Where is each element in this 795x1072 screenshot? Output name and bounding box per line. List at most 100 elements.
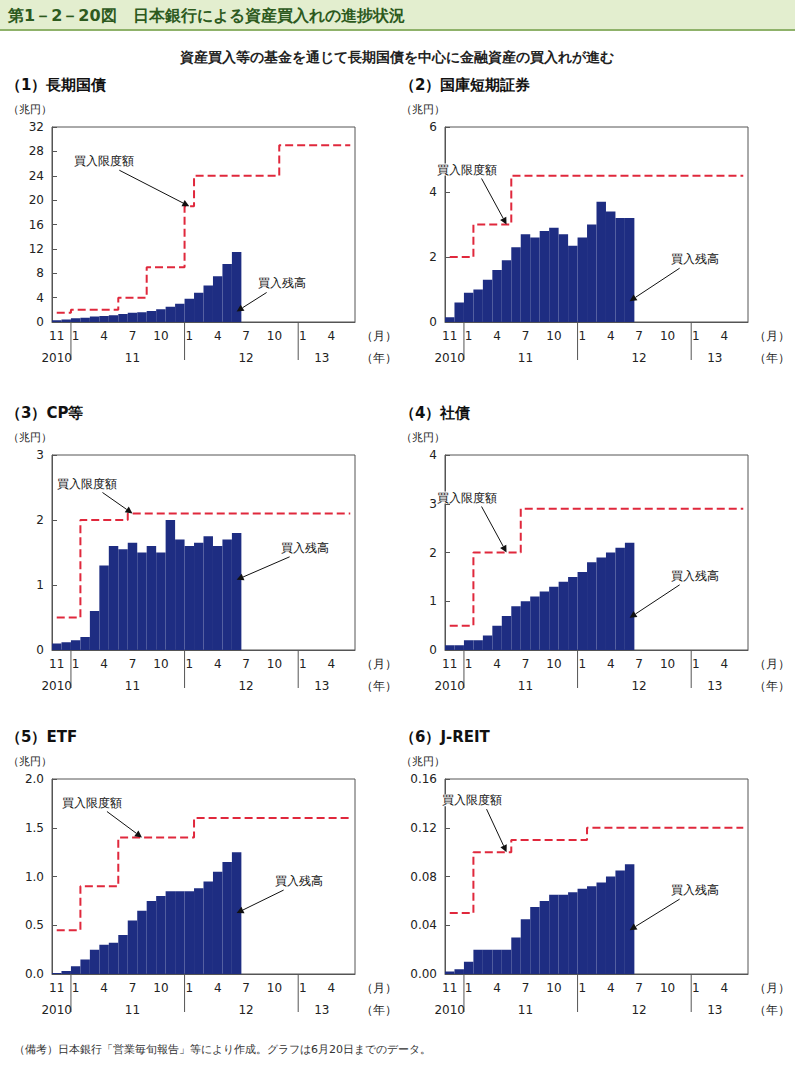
svg-text:11: 11 <box>442 981 457 995</box>
svg-text:0.0: 0.0 <box>25 967 44 981</box>
svg-text:1: 1 <box>578 329 586 343</box>
svg-text:12: 12 <box>238 679 253 693</box>
svg-text:（2）国庫短期証券: （2）国庫短期証券 <box>400 76 530 94</box>
svg-text:7: 7 <box>522 981 530 995</box>
svg-text:11: 11 <box>125 1003 140 1017</box>
svg-text:0.5: 0.5 <box>25 918 44 932</box>
svg-text:4: 4 <box>328 329 336 343</box>
svg-text:買入限度額: 買入限度額 <box>74 154 134 168</box>
svg-text:（兆円）: （兆円） <box>401 755 445 768</box>
svg-text:7: 7 <box>635 329 643 343</box>
svg-text:第1－2－20図 日本銀行による資産買入れの進捗状況: 第1－2－20図 日本銀行による資産買入れの進捗状況 <box>7 6 405 25</box>
svg-text:4: 4 <box>214 329 222 343</box>
svg-text:16: 16 <box>29 218 44 232</box>
svg-text:1: 1 <box>185 329 193 343</box>
svg-text:7: 7 <box>635 657 643 671</box>
svg-text:4: 4 <box>214 981 222 995</box>
svg-text:（月）: （月） <box>361 981 397 995</box>
svg-text:2010: 2010 <box>434 679 465 693</box>
svg-text:（年）: （年） <box>754 351 790 365</box>
svg-text:1: 1 <box>72 657 80 671</box>
svg-text:4: 4 <box>100 329 108 343</box>
svg-text:2: 2 <box>36 513 44 527</box>
svg-text:（5）ETF: （5）ETF <box>6 728 77 746</box>
svg-text:2010: 2010 <box>41 1003 72 1017</box>
svg-text:0: 0 <box>429 315 437 329</box>
svg-text:2: 2 <box>429 546 437 560</box>
svg-text:11: 11 <box>518 1003 533 1017</box>
svg-text:1: 1 <box>429 594 437 608</box>
svg-text:（年）: （年） <box>361 1003 397 1017</box>
svg-text:買入残高: 買入残高 <box>275 874 323 888</box>
svg-text:10: 10 <box>660 981 675 995</box>
svg-text:12: 12 <box>29 242 44 256</box>
svg-text:7: 7 <box>242 329 250 343</box>
svg-text:6: 6 <box>429 120 437 134</box>
svg-text:7: 7 <box>635 981 643 995</box>
svg-text:0: 0 <box>429 643 437 657</box>
svg-text:（兆円）: （兆円） <box>8 431 52 444</box>
svg-text:4: 4 <box>493 657 501 671</box>
svg-text:0.12: 0.12 <box>410 821 437 835</box>
svg-text:（兆円）: （兆円） <box>8 103 52 116</box>
svg-text:1: 1 <box>578 981 586 995</box>
svg-text:8: 8 <box>36 266 44 280</box>
svg-text:0.08: 0.08 <box>410 870 437 884</box>
svg-text:（月）: （月） <box>361 657 397 671</box>
svg-text:4: 4 <box>328 981 336 995</box>
svg-text:4: 4 <box>607 981 615 995</box>
svg-text:1: 1 <box>299 329 307 343</box>
svg-text:11: 11 <box>125 351 140 365</box>
svg-text:12: 12 <box>631 1003 646 1017</box>
svg-text:7: 7 <box>129 981 137 995</box>
svg-text:（年）: （年） <box>754 679 790 693</box>
svg-text:13: 13 <box>707 351 722 365</box>
svg-text:0: 0 <box>36 643 44 657</box>
svg-text:10: 10 <box>153 329 168 343</box>
svg-text:4: 4 <box>429 185 437 199</box>
svg-text:1: 1 <box>692 657 700 671</box>
svg-text:12: 12 <box>631 351 646 365</box>
svg-text:（兆円）: （兆円） <box>401 103 445 116</box>
svg-text:13: 13 <box>314 1003 329 1017</box>
svg-text:0.00: 0.00 <box>410 967 437 981</box>
svg-text:買入限度額: 買入限度額 <box>437 491 497 505</box>
svg-text:12: 12 <box>631 679 646 693</box>
svg-text:（兆円）: （兆円） <box>8 755 52 768</box>
svg-text:10: 10 <box>267 329 282 343</box>
svg-text:2010: 2010 <box>41 679 72 693</box>
svg-text:1: 1 <box>185 657 193 671</box>
svg-text:11: 11 <box>518 351 533 365</box>
svg-text:1.5: 1.5 <box>25 821 44 835</box>
svg-text:1.0: 1.0 <box>25 870 44 884</box>
svg-text:1: 1 <box>72 329 80 343</box>
svg-text:10: 10 <box>660 329 675 343</box>
svg-text:1: 1 <box>692 329 700 343</box>
svg-text:1: 1 <box>299 657 307 671</box>
svg-text:10: 10 <box>546 329 561 343</box>
svg-text:4: 4 <box>607 657 615 671</box>
svg-text:（1）長期国債: （1）長期国債 <box>6 76 106 94</box>
svg-text:買入限度額: 買入限度額 <box>442 793 502 807</box>
svg-text:1: 1 <box>465 329 473 343</box>
svg-text:13: 13 <box>707 679 722 693</box>
svg-text:10: 10 <box>267 657 282 671</box>
svg-text:2.0: 2.0 <box>25 772 44 786</box>
svg-text:11: 11 <box>49 657 64 671</box>
svg-text:2010: 2010 <box>434 1003 465 1017</box>
svg-text:0.16: 0.16 <box>410 772 437 786</box>
svg-text:（月）: （月） <box>754 981 790 995</box>
svg-text:12: 12 <box>238 1003 253 1017</box>
svg-text:24: 24 <box>29 169 44 183</box>
svg-text:（3）CP等: （3）CP等 <box>6 404 83 422</box>
svg-text:1: 1 <box>692 981 700 995</box>
svg-text:（年）: （年） <box>361 351 397 365</box>
svg-text:4: 4 <box>429 448 437 462</box>
svg-text:7: 7 <box>522 657 530 671</box>
svg-text:4: 4 <box>721 981 729 995</box>
svg-text:4: 4 <box>100 981 108 995</box>
svg-text:3: 3 <box>36 448 44 462</box>
svg-text:（兆円）: （兆円） <box>401 431 445 444</box>
svg-text:11: 11 <box>442 657 457 671</box>
svg-text:買入残高: 買入残高 <box>258 276 306 290</box>
